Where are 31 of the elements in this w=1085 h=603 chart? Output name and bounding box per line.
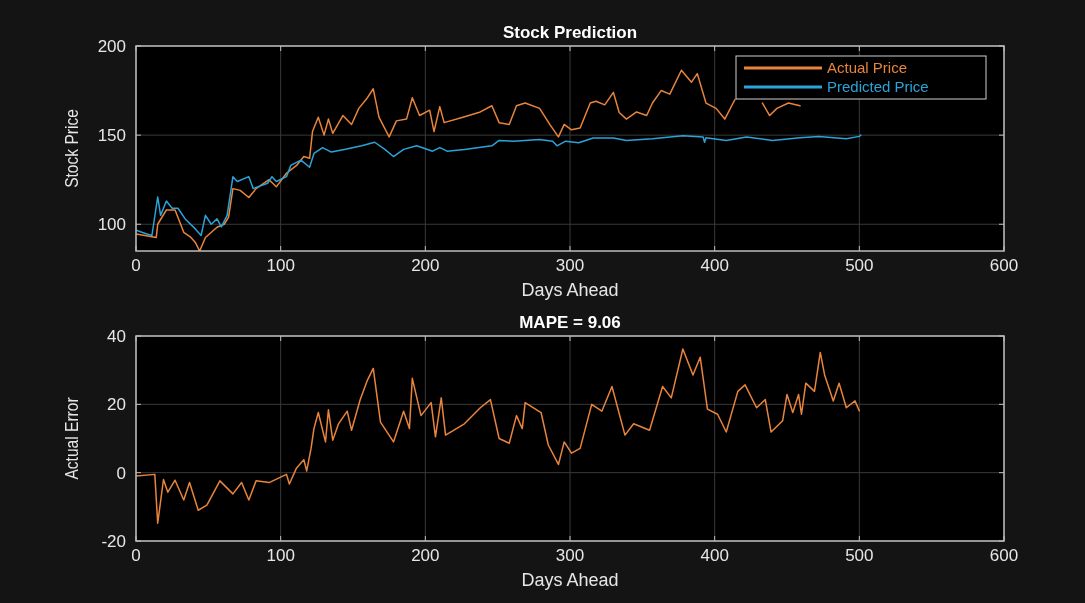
- y-axis-title: Actual Error: [60, 397, 83, 480]
- text: Actual Price: [827, 59, 908, 76]
- x-axis-title: Days Ahead: [521, 570, 619, 590]
- x-tick-label: 500: [845, 546, 874, 565]
- x-tick-label: 300: [555, 256, 585, 275]
- y-tick-label: -20: [101, 532, 126, 551]
- y-tick-label: 0: [116, 463, 126, 483]
- x-tick-label: 100: [266, 546, 295, 565]
- x-tick-label: 0: [131, 546, 141, 565]
- y-tick-label: 100: [97, 215, 126, 235]
- y-axis-title: Stock Price: [60, 109, 83, 188]
- x-tick-label: 400: [700, 546, 729, 565]
- x-tick-label: 200: [411, 256, 440, 275]
- x-tick-label: 300: [555, 546, 585, 565]
- x-tick-label: 100: [266, 256, 295, 275]
- line-series: [136, 348, 861, 524]
- y-tick-label: 40: [107, 327, 126, 346]
- y-tick-label: 150: [97, 126, 126, 146]
- x-tick-label: 0: [131, 256, 141, 275]
- text: Predicted Price: [827, 78, 929, 95]
- x-tick-label: 200: [411, 546, 440, 565]
- x-tick-label: 400: [700, 256, 729, 275]
- x-axis-title: Days Ahead: [521, 280, 619, 300]
- chart-title: Stock Prediction: [502, 23, 638, 42]
- x-tick-label: 600: [989, 546, 1019, 565]
- line-series: [136, 134, 862, 237]
- y-tick-label: 200: [97, 37, 126, 56]
- x-tick-label: 600: [989, 256, 1019, 275]
- chart-title: MAPE = 9.06: [519, 313, 621, 332]
- x-tick-label: 500: [845, 256, 874, 275]
- y-tick-label: 20: [107, 395, 126, 415]
